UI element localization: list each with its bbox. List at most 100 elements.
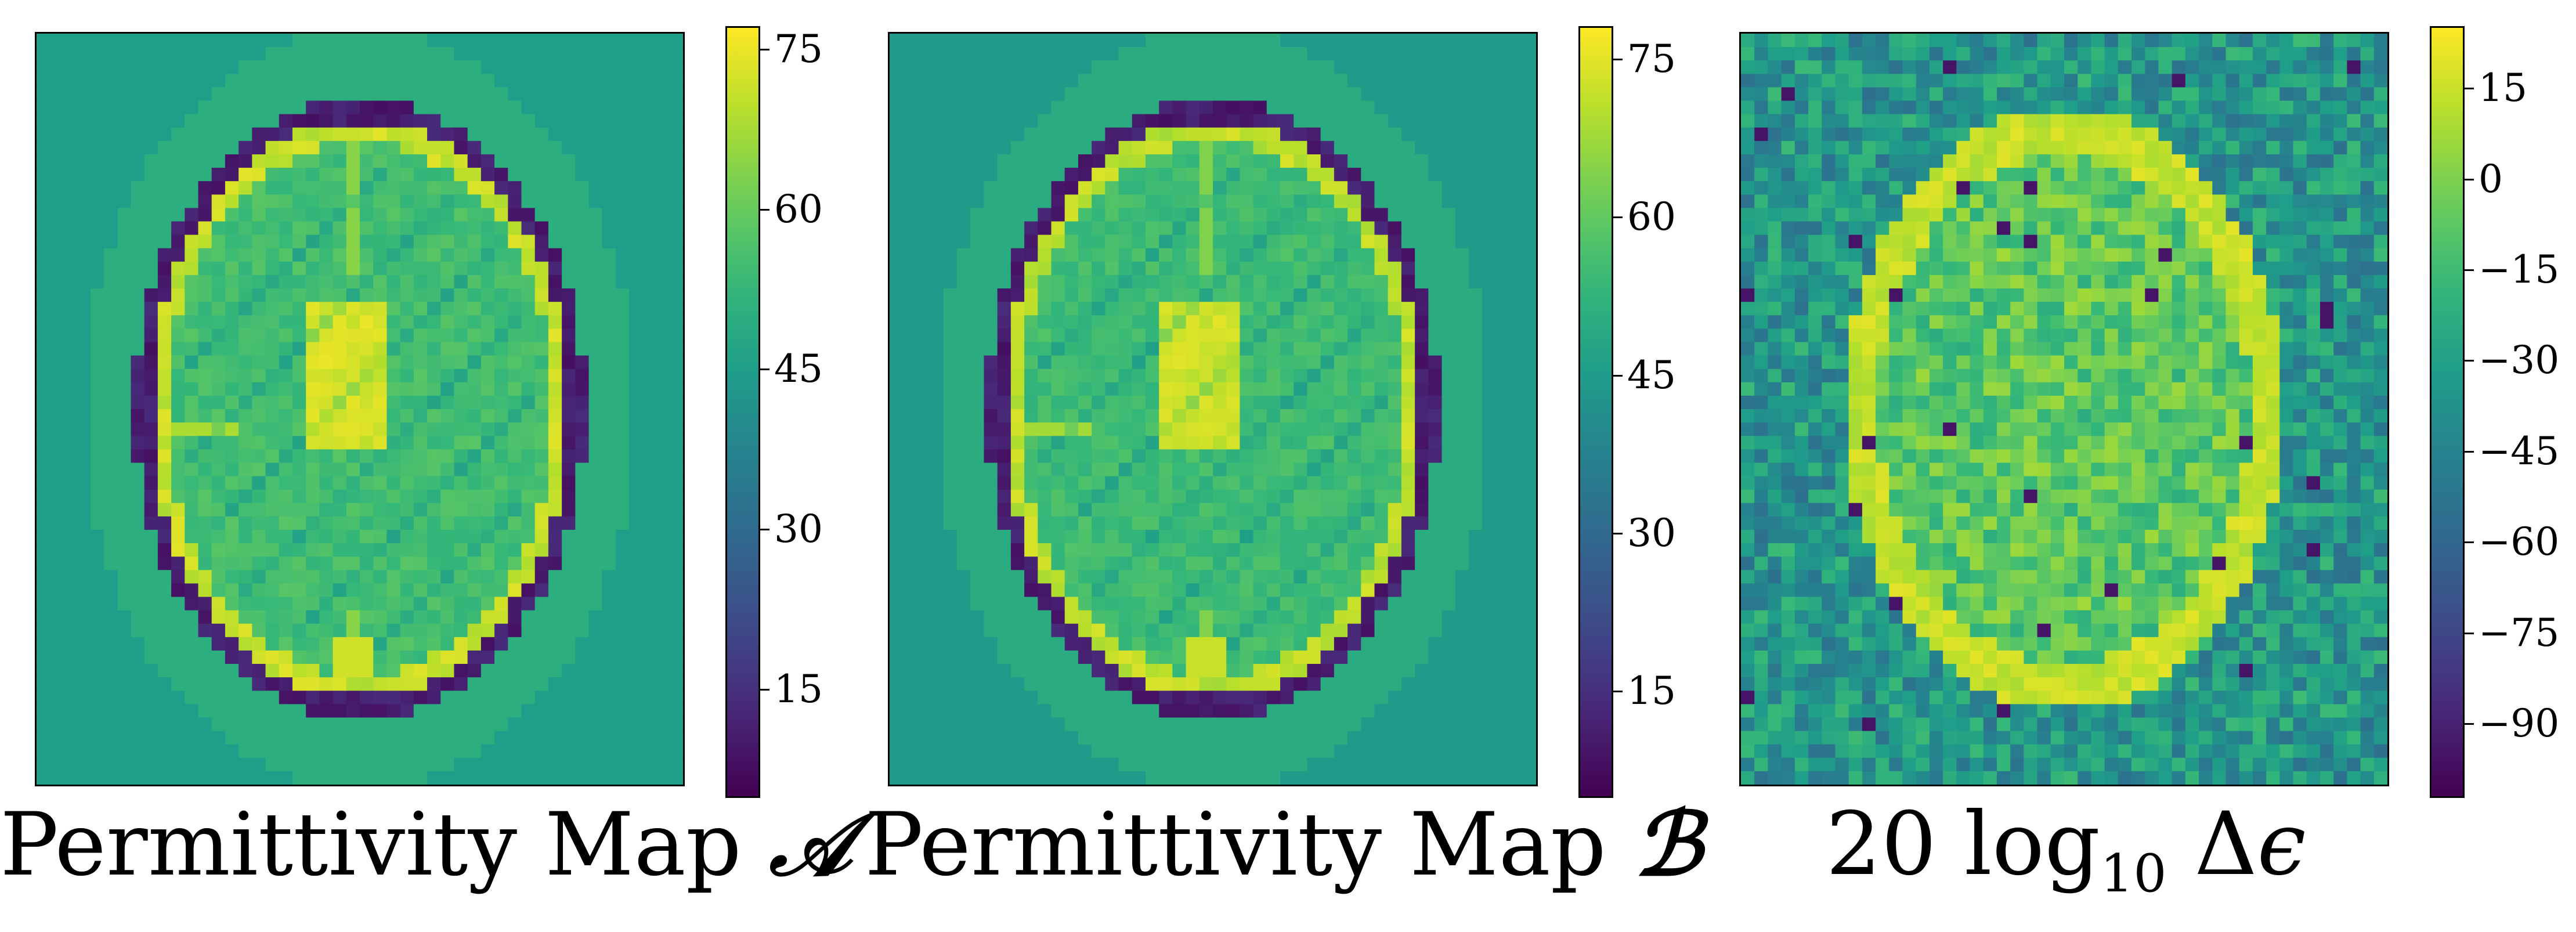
map-b-cell: [1307, 288, 1321, 302]
map-a-cell: [131, 651, 144, 664]
map-b-cell: [1146, 235, 1159, 249]
map-a-cell: [185, 651, 198, 664]
map-a-cell: [117, 356, 131, 370]
map-b-cell: [1240, 194, 1253, 208]
map-a-cell: [400, 248, 414, 262]
map-a-cell: [239, 342, 252, 356]
map-b-cell: [957, 222, 971, 236]
map-a-cell: [266, 664, 280, 678]
map-b-cell: [1065, 409, 1079, 423]
map-a-cell: [346, 154, 360, 168]
map-a-cell: [602, 396, 616, 410]
map-b-cell: [957, 597, 971, 611]
map-b-cell: [1321, 168, 1335, 182]
map-b-cell: [1119, 248, 1133, 262]
map-b-cell: [1334, 47, 1348, 61]
map-a-cell: [562, 745, 576, 758]
map-a-cell: [414, 315, 428, 329]
map-b-cell: [1078, 168, 1092, 182]
map-b-cell: [1200, 342, 1213, 356]
map-a-cell: [575, 637, 589, 651]
map-a-cell: [104, 74, 118, 88]
map-b-cell: [1119, 60, 1133, 74]
map-b-cell: [1146, 637, 1159, 651]
map-a-cell: [50, 503, 64, 517]
map-a-cell: [198, 436, 212, 450]
map-b-cell: [970, 328, 984, 342]
map-a-cell: [91, 637, 104, 651]
map-a-cell: [454, 409, 468, 423]
map-b-cell: [1442, 34, 1456, 48]
map-a-cell: [239, 490, 252, 504]
map-a-cell: [481, 624, 495, 638]
map-a-cell: [440, 328, 454, 342]
map-b-cell: [1052, 637, 1065, 651]
map-b-cell: [1321, 328, 1335, 342]
map-a-cell: [400, 275, 414, 289]
map-a-cell: [239, 516, 252, 530]
map-b-cell: [1240, 570, 1253, 584]
map-b-cell: [1226, 490, 1240, 504]
map-b-cell: [1267, 128, 1281, 142]
map-a-cell: [266, 731, 280, 745]
map-b-cell: [970, 463, 984, 476]
map-a-cell: [386, 382, 400, 396]
map-a-cell: [508, 731, 522, 745]
map-a-cell: [468, 34, 482, 48]
map-a-cell: [373, 476, 387, 490]
map-a-cell: [185, 436, 198, 450]
map-a-cell: [454, 235, 468, 249]
map-a-cell: [117, 463, 131, 476]
map-a-cell: [266, 704, 280, 718]
map-b-cell: [1213, 409, 1227, 423]
map-a-cell: [158, 369, 172, 383]
map-b-cell: [1105, 302, 1119, 316]
map-a-cell: [522, 34, 536, 48]
map-b-cell: [890, 181, 904, 195]
map-a-cell: [373, 328, 387, 342]
map-a-cell: [104, 275, 118, 289]
map-b-cell: [998, 530, 1011, 544]
map-a-cell: [279, 745, 293, 758]
map-a-cell: [440, 382, 454, 396]
map-a-cell: [360, 637, 374, 651]
map-b-cell: [1347, 288, 1361, 302]
map-a-cell: [562, 181, 576, 195]
map-a-cell: [171, 611, 185, 624]
map-a-cell: [225, 222, 239, 236]
map-b-cell: [1442, 315, 1456, 329]
map-b-cell: [1146, 476, 1159, 490]
map-a-cell: [292, 704, 306, 718]
map-a-cell: [306, 503, 320, 517]
map-a-cell: [494, 114, 508, 128]
map-b-cell: [1267, 597, 1281, 611]
map-b-cell: [1321, 101, 1335, 115]
map-b-cell: [1146, 516, 1159, 530]
map-b-cell: [930, 47, 944, 61]
map-a-cell: [198, 597, 212, 611]
map-b-cell: [916, 611, 930, 624]
map-a-cell: [522, 463, 536, 476]
map-b-cell: [1415, 651, 1429, 664]
map-b-cell: [1186, 436, 1200, 450]
map-a-cell: [548, 745, 562, 758]
map-b-cell: [1092, 530, 1105, 544]
map-b-cell: [1011, 490, 1025, 504]
map-b-cell: [1186, 530, 1200, 544]
map-a-cell: [454, 436, 468, 450]
map-b-cell: [1186, 664, 1200, 678]
map-b-cell: [1388, 235, 1402, 249]
map-b-cell: [1052, 516, 1065, 530]
map-b-cell: [1024, 557, 1038, 570]
map-a-cell: [360, 141, 374, 155]
map-a-cell: [346, 530, 360, 544]
map-b-cell: [957, 382, 971, 396]
map-b-cell: [1052, 436, 1065, 450]
map-b-cell: [1186, 651, 1200, 664]
map-a-cell: [656, 490, 670, 504]
map-a-cell: [629, 422, 643, 436]
map-b-cell: [903, 114, 917, 128]
map-a-cell: [212, 409, 226, 423]
map-b-cell: [1294, 141, 1307, 155]
map-a-cell: [589, 154, 603, 168]
